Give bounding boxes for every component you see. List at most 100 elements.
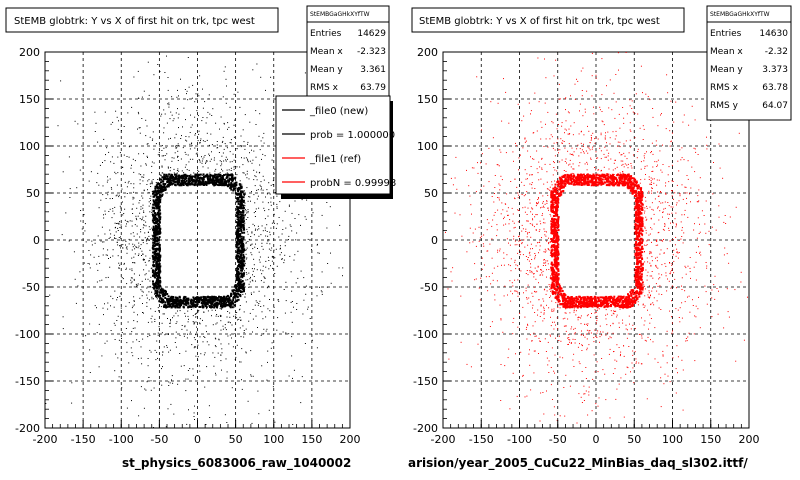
scatter-point — [170, 319, 171, 321]
scatter-point — [699, 251, 701, 253]
scatter-point — [219, 128, 220, 130]
scatter-point — [224, 66, 226, 68]
scatter-point — [250, 200, 251, 202]
ring-point — [158, 263, 161, 266]
scatter-point — [102, 185, 104, 187]
ring-point — [203, 298, 206, 301]
scatter-point — [225, 159, 227, 161]
scatter-point — [196, 110, 198, 112]
ring-point — [158, 221, 161, 224]
ring-point — [242, 288, 245, 290]
ring-point — [242, 273, 244, 276]
scatter-point — [170, 137, 171, 139]
scatter-point — [672, 239, 674, 240]
ring-point — [219, 305, 222, 308]
ring-point — [154, 243, 157, 246]
scatter-point — [615, 310, 617, 312]
scatter-point — [655, 283, 657, 285]
scatter-point — [681, 184, 683, 186]
scatter-point — [266, 242, 268, 244]
ring-point — [240, 205, 243, 208]
y-tick-label: -50 — [22, 281, 40, 294]
ring-point — [237, 246, 240, 249]
scatter-point — [514, 261, 516, 263]
scatter-point — [98, 366, 100, 368]
scatter-point — [147, 143, 149, 145]
scatter-point — [110, 295, 112, 297]
scatter-point — [118, 262, 120, 264]
ring-point — [236, 252, 239, 255]
scatter-point — [157, 179, 159, 180]
scatter-point — [609, 79, 611, 81]
scatter-point — [526, 214, 528, 215]
scatter-point — [225, 160, 227, 162]
ring-point — [153, 207, 156, 210]
ring-point — [237, 270, 240, 273]
scatter-point — [655, 240, 657, 242]
scatter-point — [143, 225, 145, 227]
scatter-point — [583, 334, 584, 336]
scatter-point — [269, 310, 271, 312]
scatter-point — [271, 247, 273, 249]
scatter-point — [503, 78, 504, 80]
scatter-point — [641, 235, 643, 237]
scatter-point — [253, 145, 255, 147]
ring-point — [175, 174, 178, 177]
scatter-point — [189, 331, 191, 333]
scatter-point — [456, 188, 458, 190]
scatter-point — [534, 253, 536, 254]
ring-point — [240, 223, 243, 226]
scatter-point — [259, 149, 261, 151]
scatter-point — [197, 93, 199, 95]
scatter-point — [541, 126, 543, 128]
scatter-point — [180, 78, 181, 80]
scatter-point — [708, 244, 710, 246]
scatter-point — [497, 265, 499, 267]
scatter-point — [126, 342, 128, 344]
scatter-point — [143, 258, 145, 260]
scatter-point — [162, 351, 164, 353]
scatter-point — [177, 145, 179, 146]
ring-point — [242, 196, 245, 199]
scatter-point — [542, 195, 544, 197]
ring-point — [238, 264, 241, 267]
scatter-point — [726, 288, 728, 290]
scatter-point — [226, 422, 228, 423]
ring-point — [159, 198, 162, 201]
scatter-point — [121, 337, 122, 339]
scatter-point — [119, 245, 120, 247]
scatter-point — [248, 227, 250, 228]
scatter-point — [620, 160, 622, 162]
scatter-point — [540, 121, 542, 123]
scatter-point — [175, 145, 177, 146]
scatter-point — [189, 368, 191, 370]
scatter-point — [565, 312, 567, 314]
scatter-point — [649, 99, 651, 101]
scatter-point — [555, 302, 557, 304]
scatter-point — [674, 218, 676, 220]
left-ring — [151, 173, 246, 309]
ring-point — [153, 200, 156, 203]
scatter-point — [547, 248, 549, 250]
ring-point — [158, 269, 161, 272]
scatter-point — [107, 249, 109, 251]
scatter-point — [132, 232, 134, 234]
scatter-point — [638, 362, 640, 364]
scatter-point — [543, 312, 545, 314]
scatter-point — [338, 267, 340, 269]
scatter-point — [530, 174, 532, 176]
scatter-point — [253, 258, 255, 260]
scatter-point — [119, 152, 121, 154]
scatter-point — [532, 307, 533, 309]
scatter-point — [69, 197, 71, 198]
scatter-point — [100, 240, 102, 242]
ring-point — [238, 193, 241, 196]
scatter-point — [180, 158, 182, 160]
scatter-point — [95, 122, 97, 124]
ring-point — [237, 200, 240, 203]
scatter-point — [626, 337, 628, 339]
scatter-point — [279, 248, 281, 250]
scatter-point — [244, 262, 246, 264]
ring-point — [241, 207, 244, 210]
scatter-point — [145, 273, 147, 275]
